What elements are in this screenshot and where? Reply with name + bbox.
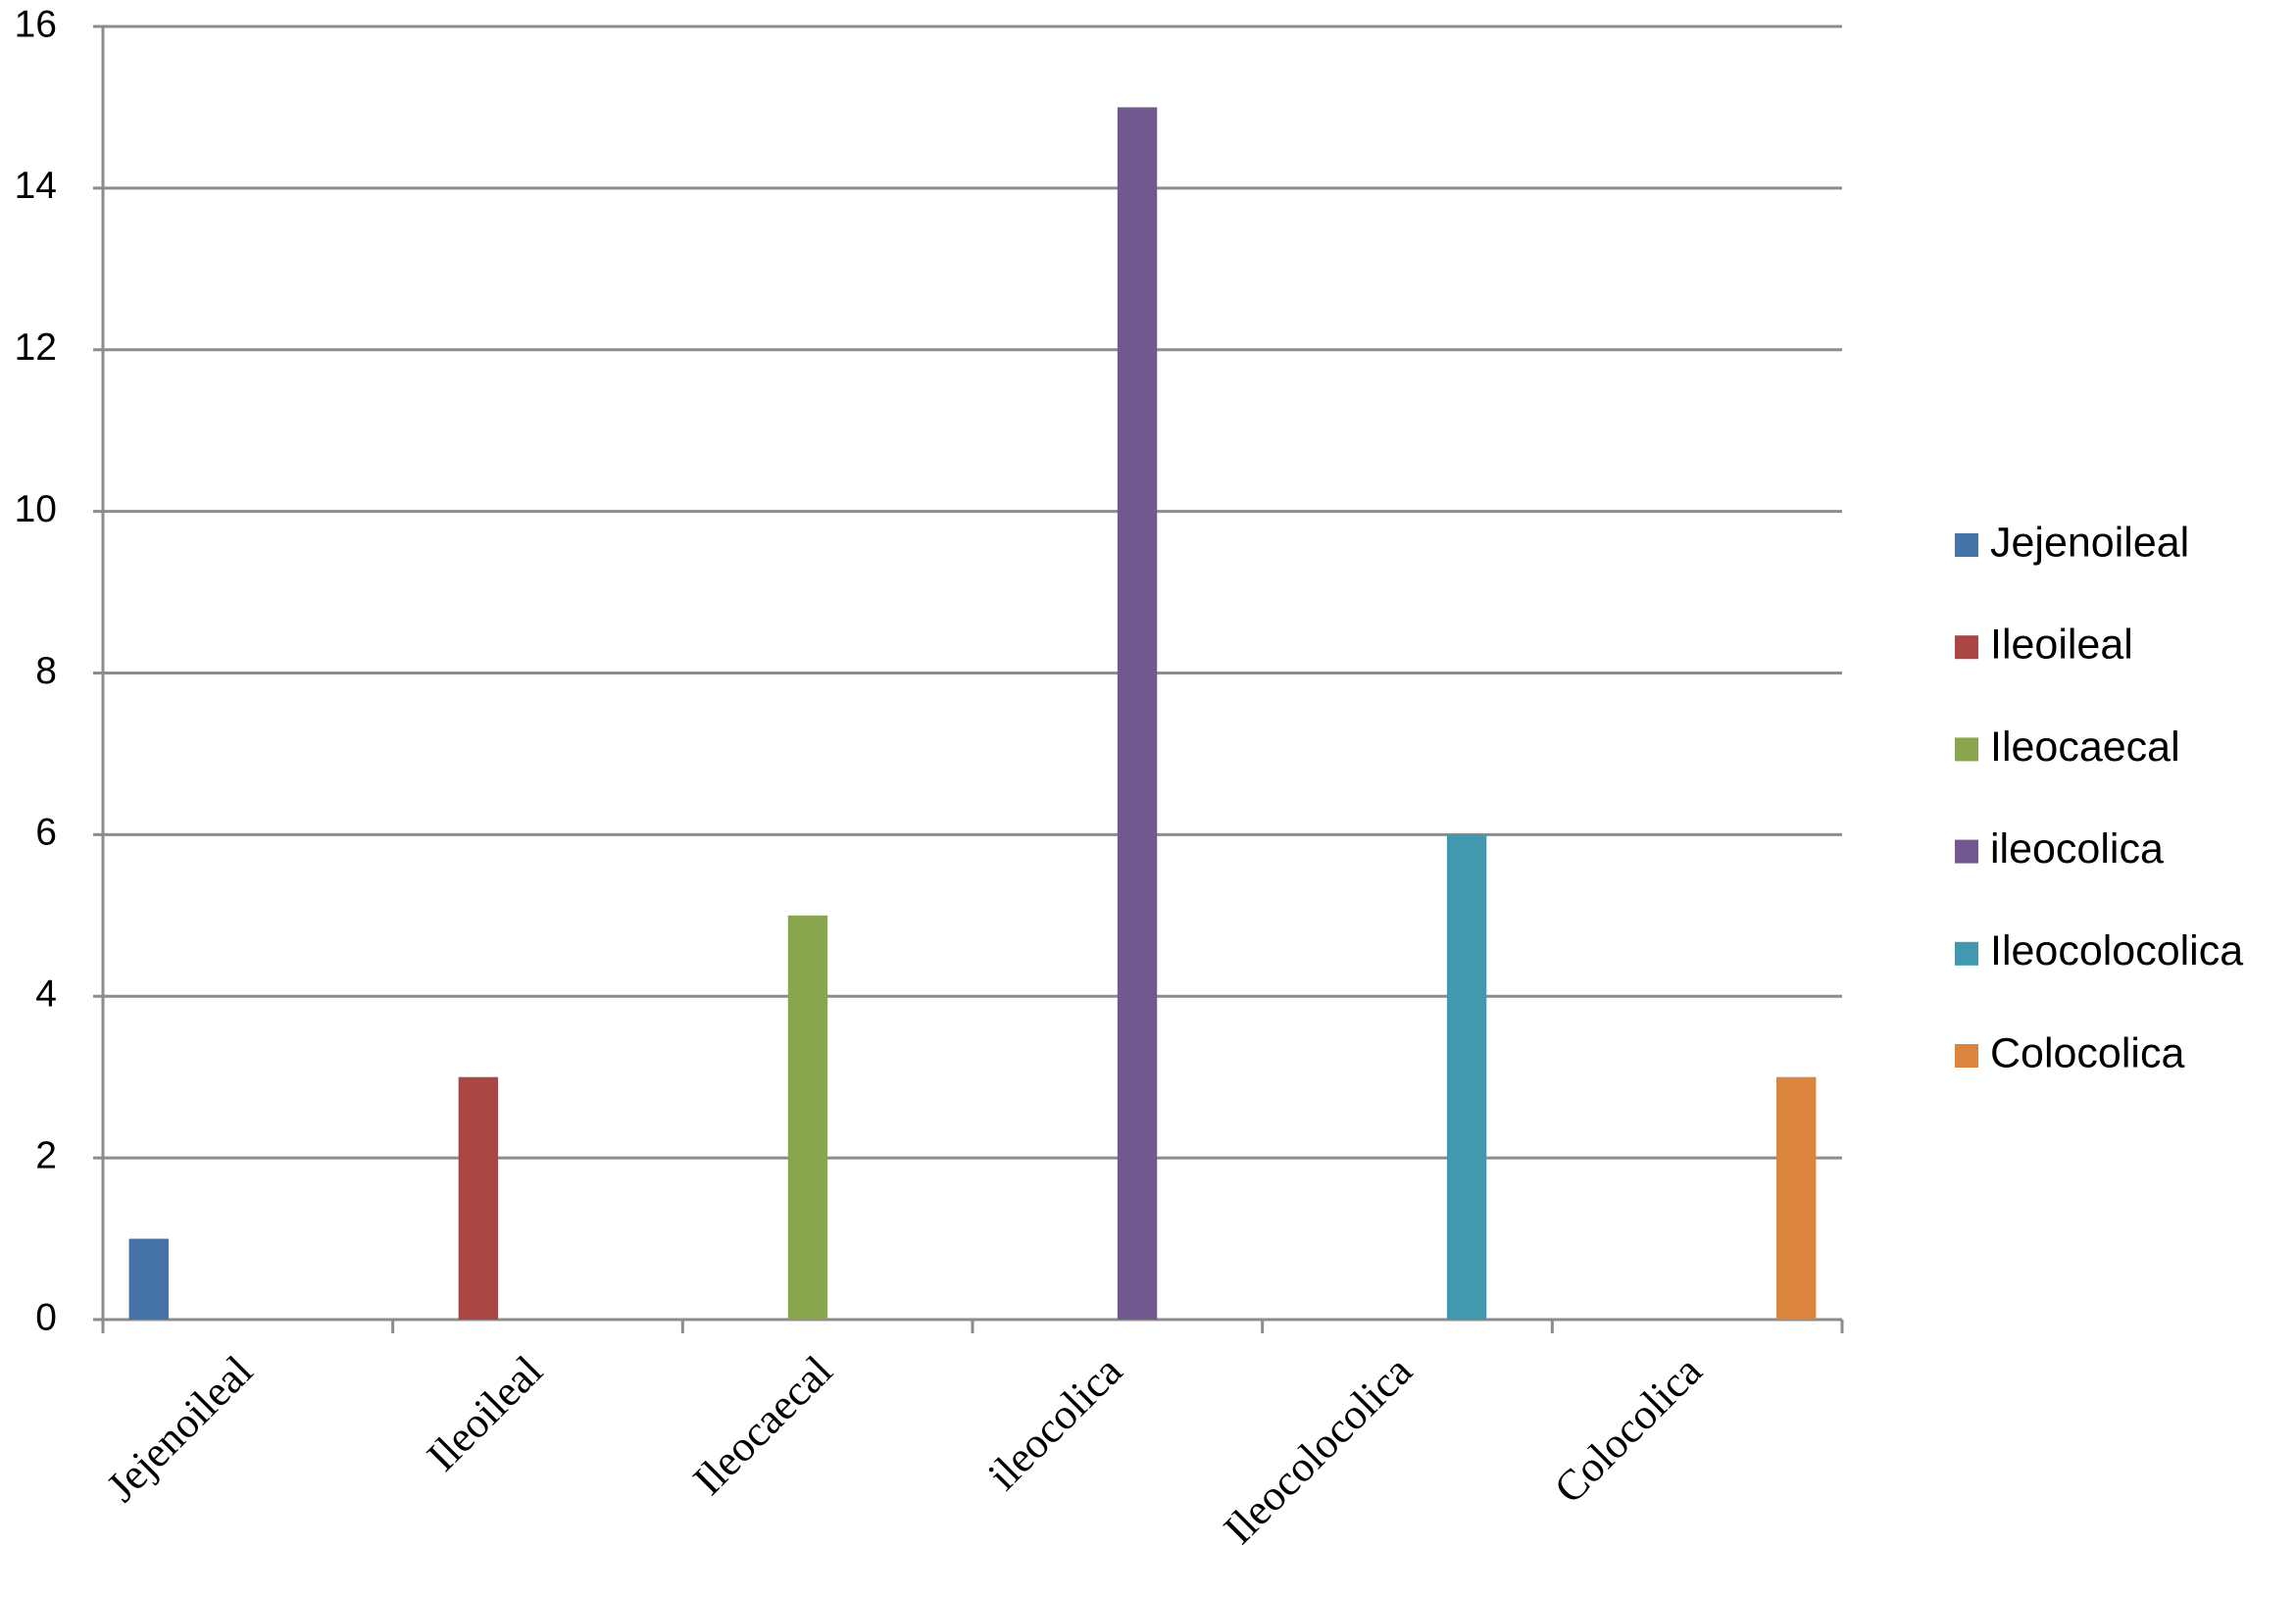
bar [458,1076,499,1320]
legend-swatch [1955,533,1978,557]
y-tick-label: 4 [35,973,57,1016]
x-tick-label: Ileocaecal [684,1347,842,1505]
x-tick-label: ileocolica [978,1347,1131,1500]
bar [1117,107,1158,1320]
legend-label: Ileocolocolica [1990,927,2243,974]
legend-label: Ileocaecal [1990,724,2180,771]
x-tick-label: Colocolica [1545,1347,1711,1513]
legend-swatch [1955,941,1978,966]
legend-label: Colocolica [1990,1029,2184,1076]
x-tick-label: Ileoileal [418,1347,552,1481]
y-tick-label: 0 [35,1296,57,1338]
legend-swatch [1955,737,1978,762]
bar [1446,834,1487,1320]
bar [1775,1076,1817,1320]
legend-label: Ileoileal [1990,622,2133,669]
y-tick-label: 10 [15,488,57,530]
y-tick-label: 2 [35,1134,57,1176]
legend-swatch [1955,635,1978,660]
x-tick-label: Jejenoileal [97,1347,262,1512]
legend-swatch [1955,1044,1978,1068]
legend-label: ileocolica [1990,825,2164,873]
y-tick-label: 16 [15,3,57,45]
y-tick-label: 6 [35,812,57,854]
bar [128,1238,170,1320]
y-tick-label: 12 [15,326,57,369]
bar [787,915,828,1320]
legend-label: Jejenoileal [1990,519,2189,566]
x-tick-label: Ileocolocolica [1215,1347,1422,1554]
y-tick-label: 14 [15,165,57,207]
legend-swatch [1955,839,1978,864]
y-tick-label: 8 [35,650,57,692]
